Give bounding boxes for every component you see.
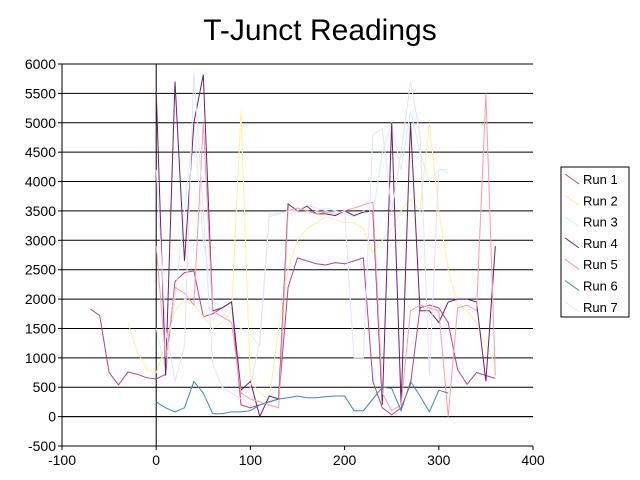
legend-label: Run 4 <box>583 236 618 251</box>
y-tick-label: 4500 <box>25 144 56 160</box>
x-tick-label: 100 <box>239 452 263 468</box>
y-tick-label: 4000 <box>25 174 56 190</box>
x-tick-label: 400 <box>521 452 545 468</box>
y-tick-label: 1000 <box>25 350 56 366</box>
y-tick-label: 2000 <box>25 291 56 307</box>
legend-swatch <box>564 301 580 313</box>
legend: Run 1 Run 2 Run 3 Run 4 Run 5 Run 6 Run 7 <box>560 166 630 318</box>
y-tick-label: 500 <box>33 379 57 395</box>
x-tick-label: 0 <box>152 452 160 468</box>
x-tick-label: -100 <box>48 452 76 468</box>
legend-swatch <box>564 280 580 291</box>
legend-swatch <box>564 194 580 206</box>
series-line-run-1 <box>90 257 496 416</box>
chart-title: T-Junct Readings <box>203 14 436 47</box>
legend-label: Run 1 <box>583 172 618 187</box>
x-tick-label: 300 <box>427 452 451 468</box>
legend-label: Run 7 <box>583 300 618 315</box>
axes <box>61 64 533 447</box>
y-tick-label: 6000 <box>25 56 56 72</box>
x-tick-label: 200 <box>333 452 357 468</box>
y-tick-label: 2500 <box>25 262 56 278</box>
legend-swatch <box>564 258 580 270</box>
legend-box <box>560 166 630 318</box>
legend-swatch <box>564 237 580 249</box>
legend-label: Run 3 <box>583 215 618 230</box>
legend-swatch <box>564 216 580 228</box>
legend-label: Run 6 <box>583 279 618 294</box>
y-tick-label: 1500 <box>25 320 56 336</box>
series-line-run-7 <box>155 72 449 400</box>
y-tick-label: 3500 <box>25 203 56 219</box>
legend-label: Run 5 <box>583 257 618 272</box>
legend-label: Run 2 <box>583 193 618 208</box>
series-lines <box>90 72 496 419</box>
x-axis-ticks: -100 0 100 200 300 400 <box>48 446 545 468</box>
series-line-run-2 <box>127 110 496 400</box>
y-tick-label: -500 <box>28 438 56 454</box>
y-tick-label: 0 <box>48 409 56 425</box>
series-line-run-5 <box>155 93 496 417</box>
series-line-run-6 <box>155 380 449 415</box>
y-tick-label: 5500 <box>25 85 56 101</box>
gridlines <box>62 63 533 447</box>
y-tick-label: 3000 <box>25 232 56 248</box>
y-axis-ticks: -500 0 500 1000 1500 2000 2500 3000 3500 4000 4500… <box>25 56 62 454</box>
legend-swatch <box>564 173 580 185</box>
y-tick-label: 5000 <box>25 115 56 131</box>
